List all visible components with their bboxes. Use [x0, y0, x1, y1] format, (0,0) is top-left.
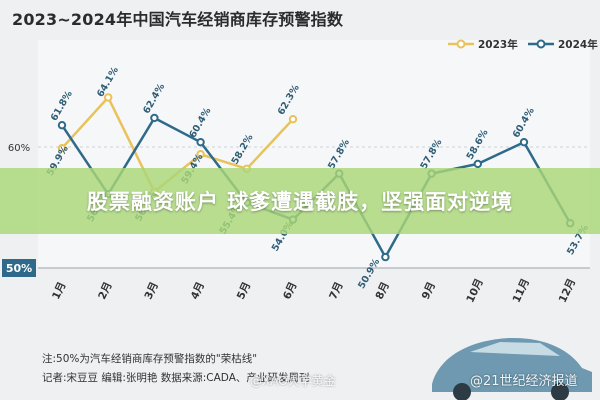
data-point: [196, 150, 205, 159]
data-point: [150, 113, 159, 123]
x-tick-label: 1月: [50, 280, 68, 301]
x-tick-label: 11月: [511, 277, 532, 305]
data-point: [381, 252, 390, 262]
car-wheel-front: [453, 383, 471, 400]
y-tick-50-box: [2, 259, 36, 277]
y-tick-label: 50%: [6, 262, 32, 275]
x-tick-label: 5月: [235, 280, 253, 301]
x-tick-label: 7月: [327, 280, 345, 301]
watermark-left: @XAO大学黄金: [250, 374, 336, 388]
car-wheel-rear: [551, 383, 569, 400]
banner-text: 股票融资账户 球爹遭遇截肢，坚强面对逆境: [86, 190, 514, 214]
data-point: [519, 137, 529, 147]
chart-notes: 注:50%为汽车经销商库存预警指数的"荣枯线" 记者:宋豆豆 编辑:张明艳 数据…: [42, 350, 309, 388]
y-tick-label: 60%: [8, 143, 30, 154]
data-point: [57, 121, 67, 130]
data-point: [473, 159, 482, 169]
x-tick-label: 3月: [142, 280, 160, 301]
headline-banner: 股票融资账户 球爹遭遇截肢，坚强面对逆境: [0, 168, 600, 234]
legend-label: 2023年: [478, 38, 518, 51]
legend-marker: [456, 39, 466, 49]
x-tick-label: 6月: [281, 280, 299, 301]
x-tick-label: 8月: [373, 280, 391, 301]
legend-marker: [536, 39, 546, 49]
note-line-1: 注:50%为汽车经销商库存预警指数的"荣枯线": [42, 353, 258, 365]
data-point: [196, 137, 205, 147]
x-tick-label: 9月: [420, 280, 438, 301]
legend-label: 2024年: [558, 38, 598, 51]
data-point: [104, 93, 113, 102]
note-line-2: 记者:宋豆豆 编辑:张明艳 数据来源:CADA、产业研发周刊: [42, 372, 310, 384]
data-point: [288, 114, 298, 124]
x-tick-label: 2月: [96, 280, 114, 301]
chart-title: 2023~2024年中国汽车经销商库存预警指数: [12, 10, 344, 29]
data-point: [57, 144, 67, 153]
watermark-right: @21世纪经济报道: [470, 374, 578, 389]
car-window: [470, 342, 560, 356]
x-tick-label: 12月: [557, 277, 578, 305]
x-tick-label: 10月: [464, 277, 485, 305]
x-tick-label: 4月: [189, 280, 207, 301]
